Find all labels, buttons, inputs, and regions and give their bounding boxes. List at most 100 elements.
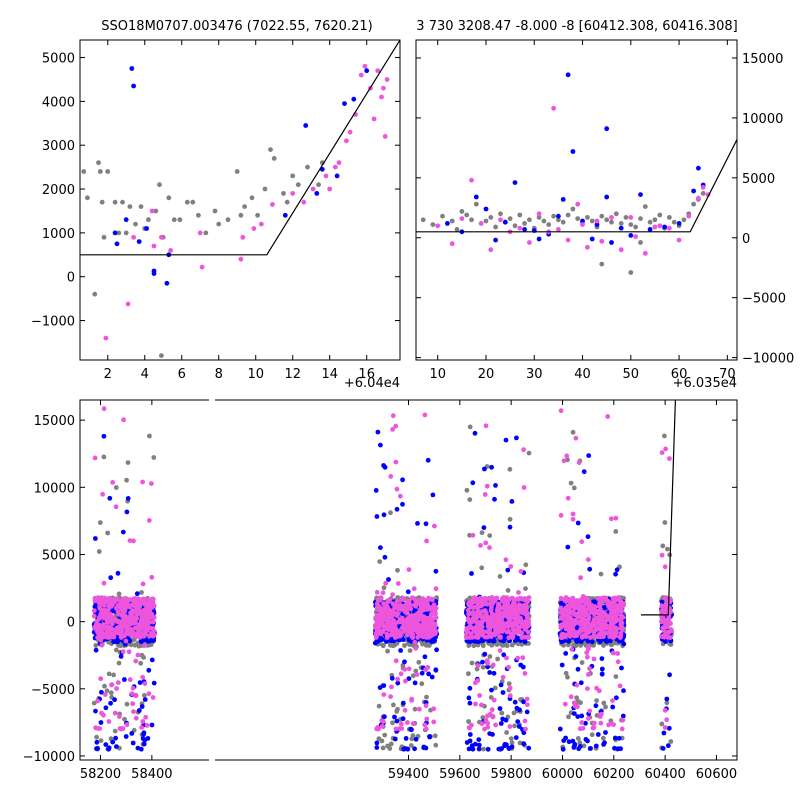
- data-point: [393, 459, 399, 465]
- data-point: [488, 608, 494, 614]
- data-point: [525, 634, 530, 640]
- data-point: [498, 721, 504, 726]
- data-point: [142, 643, 147, 648]
- data-point: [563, 735, 568, 741]
- data-point: [499, 710, 505, 716]
- data-point: [557, 726, 563, 732]
- data-point: [566, 638, 572, 644]
- data-point: [579, 660, 585, 665]
- data-point: [581, 623, 587, 629]
- data-point: [102, 683, 107, 689]
- data-point: [570, 206, 576, 212]
- data-point: [379, 636, 385, 642]
- data-point: [524, 709, 530, 715]
- data-point: [394, 718, 400, 724]
- data-point: [117, 714, 122, 719]
- data-point: [482, 466, 487, 472]
- data-point: [609, 721, 615, 727]
- data-point: [395, 567, 400, 573]
- data-point: [583, 720, 588, 726]
- x-tick-label: 30: [526, 367, 543, 382]
- data-point: [503, 717, 509, 723]
- data-point: [134, 611, 140, 617]
- data-point: [581, 469, 587, 475]
- data-point: [390, 592, 395, 598]
- data-point: [416, 659, 422, 665]
- data-point: [587, 566, 593, 572]
- data-point: [647, 219, 653, 225]
- data-point: [496, 612, 502, 618]
- data-point: [578, 622, 583, 627]
- data-point: [423, 745, 429, 751]
- data-point: [604, 194, 610, 200]
- data-point: [475, 626, 481, 632]
- data-point: [122, 604, 127, 610]
- data-point: [526, 745, 532, 751]
- data-point: [567, 628, 572, 634]
- data-point: [507, 524, 513, 530]
- data-point: [515, 655, 521, 661]
- data-point: [99, 689, 104, 695]
- data-point: [573, 435, 579, 441]
- data-point: [138, 746, 144, 752]
- data-point: [139, 725, 145, 730]
- data-point: [585, 686, 590, 691]
- data-point: [623, 215, 629, 220]
- y-tick-label: 15000: [742, 52, 783, 67]
- data-point: [414, 629, 420, 634]
- data-point: [93, 708, 98, 714]
- data-point: [164, 280, 170, 286]
- data-point: [375, 725, 380, 730]
- x-tick-label: 50: [623, 367, 640, 382]
- data-point: [508, 564, 514, 569]
- data-point: [364, 68, 370, 74]
- data-point: [151, 632, 157, 638]
- data-point: [116, 230, 122, 236]
- data-point: [583, 737, 589, 742]
- data-point: [141, 741, 147, 747]
- data-point: [498, 211, 503, 217]
- data-point: [561, 622, 566, 627]
- data-point: [419, 601, 425, 606]
- x-tick-label: 70: [719, 367, 736, 382]
- data-point: [525, 623, 530, 629]
- data-point: [487, 654, 493, 659]
- data-point: [522, 611, 528, 617]
- data-point: [107, 596, 112, 601]
- data-point: [477, 693, 482, 698]
- data-point: [392, 604, 398, 610]
- data-point: [400, 618, 406, 624]
- data-point: [700, 185, 706, 190]
- data-point: [377, 685, 383, 690]
- data-point: [344, 138, 349, 144]
- data-point: [115, 570, 121, 576]
- data-point: [242, 204, 248, 210]
- data-point: [140, 719, 146, 724]
- data-point: [398, 671, 404, 677]
- data-point: [599, 261, 605, 267]
- data-point: [113, 647, 119, 653]
- data-point: [351, 96, 357, 102]
- data-point: [517, 624, 523, 630]
- data-point: [546, 222, 552, 228]
- data-point: [290, 173, 296, 179]
- data-point: [407, 648, 413, 653]
- data-point: [402, 643, 407, 648]
- data-point: [497, 574, 503, 579]
- data-point: [506, 664, 511, 670]
- data-point: [147, 633, 152, 639]
- data-point: [388, 741, 394, 747]
- data-point: [570, 149, 576, 154]
- data-point: [565, 237, 571, 243]
- data-point: [466, 719, 471, 724]
- data-point: [124, 722, 130, 728]
- x-offset-right: +6.035e4: [673, 376, 737, 391]
- data-point: [404, 601, 410, 607]
- data-point: [591, 725, 597, 730]
- data-point: [404, 607, 409, 613]
- data-point: [597, 603, 603, 609]
- data-point: [99, 642, 105, 648]
- data-point: [93, 536, 98, 541]
- data-point: [619, 604, 625, 610]
- data-point: [489, 687, 494, 693]
